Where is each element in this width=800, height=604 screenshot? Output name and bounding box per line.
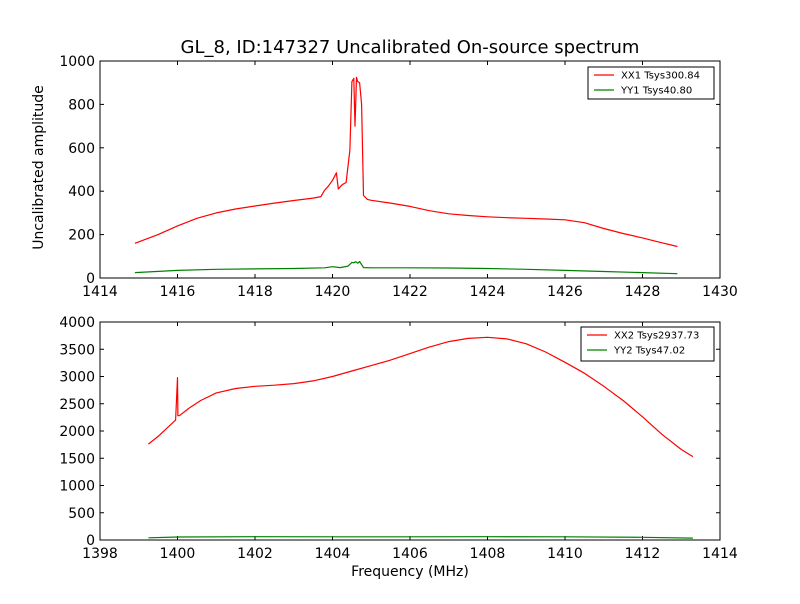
- chart-2-ytick-label: 1000: [59, 479, 95, 495]
- chart-2-ytick-label: 0: [86, 533, 95, 549]
- chart-1-ytick-label: 200: [68, 228, 95, 244]
- chart-2-ytick-label: 2000: [59, 424, 95, 440]
- chart-1-xtick-label: 1430: [702, 284, 738, 300]
- chart-1-series-xx-line: [134, 76, 678, 248]
- chart-2-xtick-label: 1408: [470, 546, 506, 562]
- chart-1-xtick-label: 1426: [547, 284, 583, 300]
- chart-2-legend-label: YY2 Tsys47.02: [613, 346, 685, 357]
- chart-1-xtick-label: 1420: [315, 284, 351, 300]
- chart-2-ytick-label: 1500: [59, 451, 95, 467]
- chart-1-legend-box: [587, 66, 715, 100]
- chart-2-legend-box: [580, 326, 715, 362]
- chart-1-legend-label: YY1 Tsys40.80: [620, 86, 692, 97]
- chart-2-ytick-label: 4000: [59, 315, 95, 331]
- chart-1-xtick-label: 1422: [392, 284, 428, 300]
- chart-2-legend-label: XX2 Tsys2937.73: [614, 331, 699, 342]
- chart-1-xtick-label: 1414: [82, 284, 118, 300]
- chart-1-series-yy-line: [134, 260, 678, 275]
- chart-1-legend-label: XX1 Tsys300.84: [621, 71, 700, 82]
- chart-2-series-yy-line: [148, 536, 693, 539]
- chart-1-ytick-label: 0: [86, 271, 95, 287]
- chart-1-title: GL_8, ID:147327 Uncalibrated On-source s…: [181, 37, 640, 58]
- chart-1-xtick-label: 1424: [470, 284, 506, 300]
- chart-2-xtick-label: 1402: [237, 546, 273, 562]
- chart-1-ytick-label: 600: [68, 141, 95, 157]
- chart-1-xtick-label: 1416: [160, 284, 196, 300]
- chart-2-xtick-label: 1398: [82, 546, 118, 562]
- chart-2-xlabel: Frequency (MHz): [351, 564, 469, 580]
- chart-1-xtick-label: 1428: [625, 284, 661, 300]
- chart-1-xtick-label: 1418: [237, 284, 273, 300]
- chart-2-xtick-label: 1412: [625, 546, 661, 562]
- chart-2-ytick-label: 3000: [59, 370, 95, 386]
- chart-2-xtick-label: 1410: [547, 546, 583, 562]
- chart-1-ylabel: Uncalibrated amplitude: [31, 85, 47, 250]
- chart-2-ytick-label: 500: [68, 506, 95, 522]
- chart-2-ytick-label: 3500: [59, 342, 95, 358]
- chart-1-ytick-label: 1000: [59, 54, 95, 70]
- chart-1-ytick-label: 800: [68, 97, 95, 113]
- chart-2-xtick-label: 1400: [160, 546, 196, 562]
- chart-2-xtick-label: 1404: [315, 546, 351, 562]
- chart-2-series-xx-line: [148, 336, 694, 458]
- chart-2-ytick-label: 2500: [59, 397, 95, 413]
- chart-2-xtick-label: 1414: [702, 546, 738, 562]
- chart-2-xtick-label: 1406: [392, 546, 428, 562]
- chart-1-ytick-label: 400: [68, 184, 95, 200]
